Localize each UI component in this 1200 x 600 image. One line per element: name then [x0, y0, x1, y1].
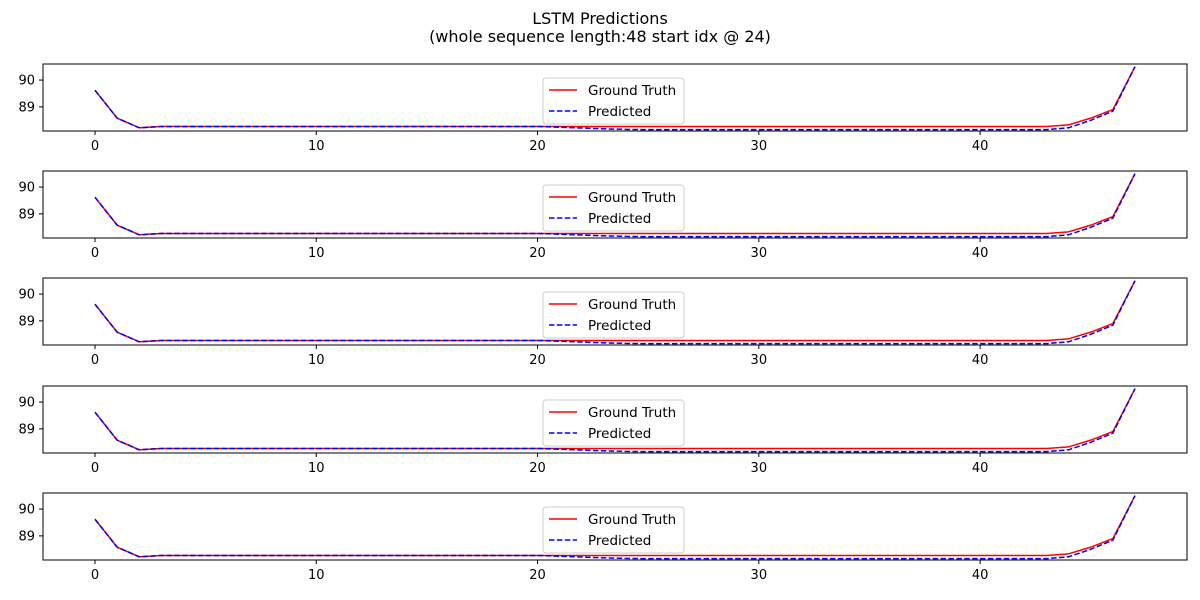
y-tick-label: 90: [18, 396, 35, 411]
legend-ground-truth-label: Ground Truth: [588, 190, 676, 206]
x-tick-label: 30: [751, 353, 768, 368]
x-tick-label: 0: [91, 246, 99, 261]
x-tick-label: 30: [751, 246, 768, 261]
figure-title: LSTM Predictions: [532, 9, 668, 28]
legend: Ground Truth Predicted: [542, 77, 685, 125]
legend: Ground Truth Predicted: [542, 184, 685, 232]
legend: Ground Truth Predicted: [542, 506, 685, 554]
y-tick-label: 90: [18, 74, 35, 89]
legend-predicted-label: Predicted: [588, 318, 651, 334]
x-tick-label: 20: [529, 568, 546, 583]
y-tick-label: 89: [18, 314, 35, 329]
predicted-line: [94, 388, 1136, 453]
subplot-5: 0 10 20 30 40 89 90 Ground Truth Predicted: [18, 492, 1188, 583]
predicted-line: [94, 280, 1136, 345]
subplot-4: 0 10 20 30 40 89 90 Ground Truth Predicted: [18, 385, 1188, 476]
ground-truth-line: [94, 495, 1136, 558]
x-tick-label: 10: [308, 568, 325, 583]
x-tick-label: 40: [972, 568, 989, 583]
x-tick-label: 10: [308, 353, 325, 368]
subplot-stack: 0 10 20 30 40 89 90 Ground Truth Predicted 0 10 20 3…: [18, 63, 1188, 583]
series-group: [94, 388, 1136, 453]
series-group: [94, 495, 1136, 560]
x-tick-label: 20: [529, 139, 546, 154]
ground-truth-line: [94, 280, 1136, 343]
predicted-line: [94, 495, 1136, 560]
predicted-line: [94, 173, 1136, 238]
y-tick-label: 90: [18, 288, 35, 303]
y-tick-label: 89: [18, 529, 35, 544]
legend-box: [542, 184, 685, 232]
x-tick-label: 40: [972, 246, 989, 261]
series-group: [94, 280, 1136, 345]
legend-box: [542, 399, 685, 447]
predicted-line: [94, 66, 1136, 131]
legend-predicted-label: Predicted: [588, 211, 651, 227]
legend-box: [542, 291, 685, 339]
subplot-3: 0 10 20 30 40 89 90 Ground Truth Predicted: [18, 277, 1188, 368]
legend-box: [542, 77, 685, 125]
x-tick-label: 30: [751, 568, 768, 583]
legend-ground-truth-label: Ground Truth: [588, 297, 676, 313]
figure-subtitle: (whole sequence length:48 start idx @ 24…: [429, 27, 771, 46]
y-tick-label: 89: [18, 207, 35, 222]
x-tick-label: 20: [529, 461, 546, 476]
legend-box: [542, 506, 685, 554]
x-tick-label: 0: [91, 568, 99, 583]
axes-frame: [42, 385, 1188, 454]
subplot-2: 0 10 20 30 40 89 90 Ground Truth Predicted: [18, 170, 1188, 261]
legend-predicted-label: Predicted: [588, 426, 651, 442]
legend-predicted-label: Predicted: [588, 104, 651, 120]
series-group: [94, 66, 1136, 131]
series-group: [94, 173, 1136, 238]
x-tick-label: 40: [972, 461, 989, 476]
x-tick-label: 40: [972, 139, 989, 154]
x-tick-label: 0: [91, 139, 99, 154]
axes-frame: [42, 63, 1188, 132]
y-tick-label: 89: [18, 100, 35, 115]
x-tick-label: 30: [751, 461, 768, 476]
axes-frame: [42, 492, 1188, 561]
ground-truth-line: [94, 66, 1136, 129]
legend-ground-truth-label: Ground Truth: [588, 83, 676, 99]
legend-ground-truth-label: Ground Truth: [588, 512, 676, 528]
x-tick-label: 10: [308, 461, 325, 476]
legend-predicted-label: Predicted: [588, 533, 651, 549]
x-tick-label: 10: [308, 139, 325, 154]
ground-truth-line: [94, 173, 1136, 236]
axes-frame: [42, 277, 1188, 346]
x-tick-label: 0: [91, 353, 99, 368]
ground-truth-line: [94, 388, 1136, 451]
x-tick-label: 20: [529, 353, 546, 368]
subplot-1: 0 10 20 30 40 89 90 Ground Truth Predicted: [18, 63, 1188, 154]
y-tick-label: 89: [18, 422, 35, 437]
x-tick-label: 40: [972, 353, 989, 368]
x-tick-label: 20: [529, 246, 546, 261]
axes-frame: [42, 170, 1188, 239]
x-tick-label: 10: [308, 246, 325, 261]
y-tick-label: 90: [18, 503, 35, 518]
legend: Ground Truth Predicted: [542, 399, 685, 447]
legend-ground-truth-label: Ground Truth: [588, 405, 676, 421]
y-tick-label: 90: [18, 181, 35, 196]
legend: Ground Truth Predicted: [542, 291, 685, 339]
x-tick-label: 0: [91, 461, 99, 476]
x-tick-label: 30: [751, 139, 768, 154]
